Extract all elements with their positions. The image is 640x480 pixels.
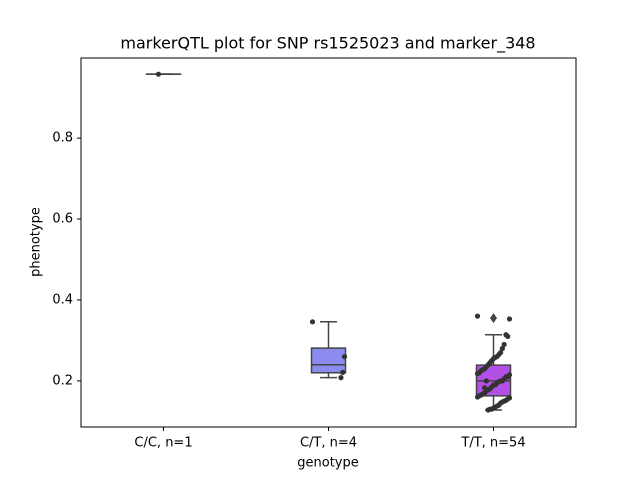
x-tick-label: C/C, n=1 [134,436,192,451]
point [499,345,505,352]
point [341,353,348,360]
y-tick-label: 0.4 [52,292,73,307]
point [503,332,509,338]
y-axis-label: phenotype [29,207,44,277]
point [155,71,162,77]
chart-title: markerQTL plot for SNP rs1525023 and mar… [120,34,535,54]
point [340,369,346,375]
point [474,370,481,377]
point [309,319,316,325]
point [501,341,507,348]
point [338,375,344,381]
point [506,316,513,322]
outlier [490,313,497,324]
y-tick-label: 0.2 [52,373,73,388]
point [483,378,489,384]
point [474,394,481,400]
point [474,313,481,319]
x-tick-label: T/T, n=54 [460,436,525,451]
y-tick-label: 0.8 [52,131,73,146]
y-tick-label: 0.6 [52,212,73,227]
point [482,385,488,391]
box [310,347,347,374]
point [485,407,491,413]
x-axis-label: genotype [297,456,358,471]
x-tick-label: C/T, n=4 [300,436,357,451]
